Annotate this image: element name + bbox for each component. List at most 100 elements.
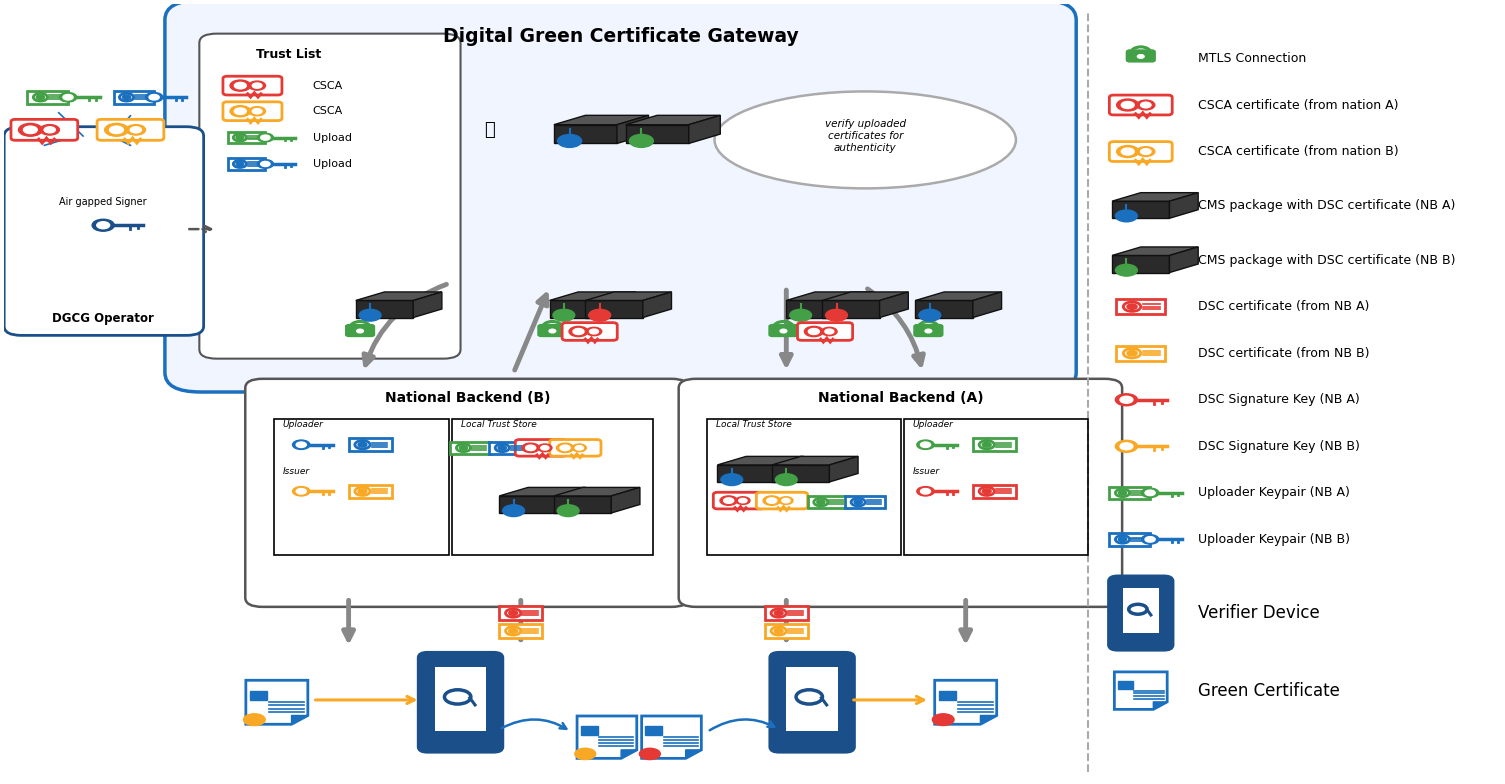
Circle shape xyxy=(260,162,269,166)
Circle shape xyxy=(736,497,749,504)
Text: Upload: Upload xyxy=(313,132,352,143)
Text: Green Certificate: Green Certificate xyxy=(1198,681,1339,699)
Polygon shape xyxy=(549,300,607,318)
FancyBboxPatch shape xyxy=(771,653,853,752)
Circle shape xyxy=(926,329,932,333)
Polygon shape xyxy=(844,292,873,318)
Circle shape xyxy=(920,310,941,321)
Polygon shape xyxy=(611,488,640,513)
FancyBboxPatch shape xyxy=(223,102,281,121)
Circle shape xyxy=(358,442,367,447)
Circle shape xyxy=(724,498,734,503)
Text: CMS package with DSC certificate (NB B): CMS package with DSC certificate (NB B) xyxy=(1198,254,1455,267)
Circle shape xyxy=(1115,264,1138,276)
Bar xyxy=(787,666,838,731)
Bar xyxy=(1118,681,1133,689)
Circle shape xyxy=(1115,441,1138,452)
Circle shape xyxy=(296,488,307,494)
Circle shape xyxy=(1145,490,1156,495)
Circle shape xyxy=(509,611,518,615)
Circle shape xyxy=(235,108,247,114)
Bar xyxy=(274,419,448,555)
Circle shape xyxy=(774,611,783,615)
FancyBboxPatch shape xyxy=(418,653,503,752)
Polygon shape xyxy=(689,115,721,143)
Polygon shape xyxy=(915,292,1001,300)
Polygon shape xyxy=(935,681,996,724)
Circle shape xyxy=(1117,99,1139,111)
FancyBboxPatch shape xyxy=(1117,299,1165,314)
FancyBboxPatch shape xyxy=(349,438,391,452)
Polygon shape xyxy=(622,750,637,758)
Circle shape xyxy=(1127,304,1138,310)
Circle shape xyxy=(92,220,114,231)
Circle shape xyxy=(540,445,549,450)
Circle shape xyxy=(59,93,77,102)
Text: CSCA certificate (from nation B): CSCA certificate (from nation B) xyxy=(1198,145,1398,158)
Circle shape xyxy=(1145,536,1156,542)
FancyBboxPatch shape xyxy=(113,91,154,103)
Polygon shape xyxy=(585,300,643,318)
Circle shape xyxy=(933,713,954,725)
Polygon shape xyxy=(1112,201,1169,218)
Bar xyxy=(707,419,901,555)
Circle shape xyxy=(808,328,819,335)
FancyBboxPatch shape xyxy=(223,76,281,95)
Polygon shape xyxy=(718,456,804,465)
FancyBboxPatch shape xyxy=(539,325,566,336)
FancyBboxPatch shape xyxy=(563,323,617,340)
Circle shape xyxy=(588,310,611,321)
FancyBboxPatch shape xyxy=(765,606,808,620)
Ellipse shape xyxy=(715,92,1016,188)
Text: CSCA certificate (from nation A): CSCA certificate (from nation A) xyxy=(1198,99,1398,111)
Circle shape xyxy=(739,499,746,503)
Polygon shape xyxy=(718,465,775,482)
Text: DGCG Operator: DGCG Operator xyxy=(53,312,154,325)
Circle shape xyxy=(775,474,798,485)
Polygon shape xyxy=(1169,193,1198,218)
Polygon shape xyxy=(1169,247,1198,273)
Bar xyxy=(905,419,1088,555)
Circle shape xyxy=(575,748,596,760)
Circle shape xyxy=(248,107,265,116)
Circle shape xyxy=(817,500,825,504)
Circle shape xyxy=(1117,146,1139,158)
FancyBboxPatch shape xyxy=(27,91,68,103)
Polygon shape xyxy=(414,292,442,318)
Circle shape xyxy=(822,327,837,336)
Circle shape xyxy=(780,329,787,333)
Text: DSC certificate (from NB B): DSC certificate (from NB B) xyxy=(1198,347,1370,360)
Text: DSC Signature Key (NB A): DSC Signature Key (NB A) xyxy=(1198,394,1361,406)
Polygon shape xyxy=(1112,256,1169,273)
Polygon shape xyxy=(775,456,804,482)
Circle shape xyxy=(1115,210,1138,222)
Text: Uploader: Uploader xyxy=(912,420,954,429)
FancyBboxPatch shape xyxy=(98,119,164,140)
Circle shape xyxy=(921,488,930,494)
FancyBboxPatch shape xyxy=(1109,533,1150,546)
Polygon shape xyxy=(643,292,671,318)
Circle shape xyxy=(1120,396,1133,403)
Circle shape xyxy=(1141,149,1151,154)
Polygon shape xyxy=(772,456,858,465)
FancyBboxPatch shape xyxy=(972,438,1016,452)
Circle shape xyxy=(1136,147,1154,157)
FancyBboxPatch shape xyxy=(227,158,265,170)
Polygon shape xyxy=(641,716,701,758)
Bar xyxy=(452,419,653,555)
FancyBboxPatch shape xyxy=(500,606,542,620)
Circle shape xyxy=(917,440,935,449)
Polygon shape xyxy=(607,292,635,318)
Text: CSCA: CSCA xyxy=(313,81,343,91)
Polygon shape xyxy=(1114,672,1168,710)
FancyBboxPatch shape xyxy=(1127,50,1154,61)
Circle shape xyxy=(24,126,38,133)
FancyBboxPatch shape xyxy=(549,440,600,456)
Text: Air gapped Signer: Air gapped Signer xyxy=(59,197,147,207)
Polygon shape xyxy=(972,292,1001,318)
FancyBboxPatch shape xyxy=(679,379,1123,607)
Circle shape xyxy=(983,442,992,447)
Polygon shape xyxy=(822,292,909,300)
Polygon shape xyxy=(1112,193,1198,201)
Circle shape xyxy=(459,445,468,450)
